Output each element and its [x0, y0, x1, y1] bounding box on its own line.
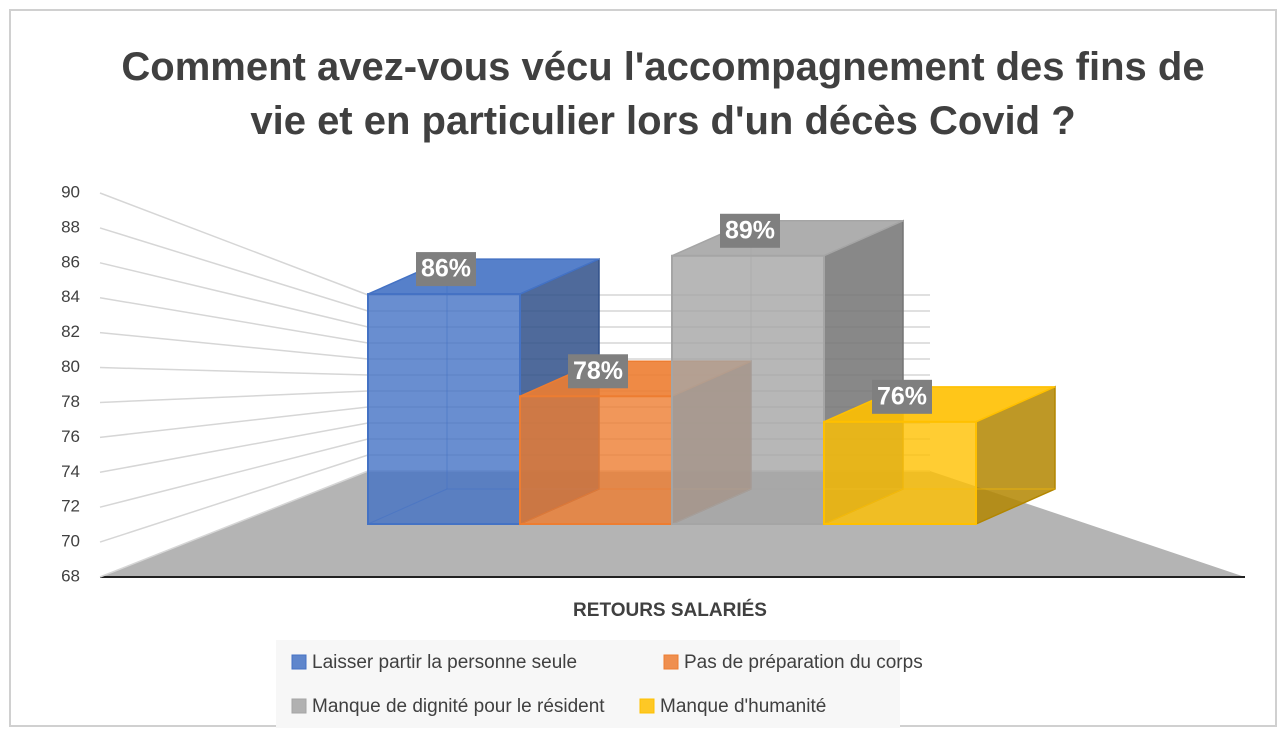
grid-line	[99, 331, 369, 360]
bar	[671, 254, 825, 525]
data-label: 86%	[421, 255, 471, 283]
grid-line	[99, 470, 369, 578]
grid-line	[99, 262, 369, 328]
grid-line	[99, 406, 369, 439]
y-tick-label: 78	[61, 392, 80, 411]
data-label-box	[568, 354, 628, 389]
grid-line	[99, 296, 369, 344]
bar	[519, 395, 673, 526]
data-label-box	[720, 213, 780, 248]
y-tick-label: 76	[61, 427, 80, 446]
grid-line	[99, 366, 369, 376]
bar-back-edge	[671, 488, 752, 525]
bar	[823, 420, 977, 525]
data-label: 78%	[573, 357, 623, 385]
legend-swatch	[291, 654, 307, 670]
bar-back-edge	[367, 488, 448, 525]
legend-label: Manque d'humanité	[660, 696, 826, 717]
grid-line	[99, 438, 369, 508]
y-tick-label: 80	[61, 357, 80, 376]
bar	[367, 293, 521, 525]
data-label: 76%	[877, 382, 927, 410]
bar-back-edge	[823, 488, 904, 525]
y-tick-label: 72	[61, 497, 80, 516]
legend-label: Laisser partir la personne seule	[312, 652, 577, 673]
legend-swatch	[663, 654, 679, 670]
y-tick-label: 82	[61, 322, 80, 341]
y-tick-label: 90	[61, 182, 80, 201]
y-tick-label: 68	[61, 566, 80, 585]
legend-box	[276, 640, 900, 728]
data-label: 89%	[725, 216, 775, 244]
grid-line	[99, 454, 369, 543]
y-tick-label: 74	[61, 462, 80, 481]
grid-line	[99, 227, 369, 312]
legend-label: Manque de dignité pour le résident	[312, 696, 605, 717]
data-label-box	[872, 379, 932, 414]
grid-line	[99, 390, 369, 404]
y-tick-label: 86	[61, 252, 80, 271]
legend-swatch	[291, 698, 307, 714]
y-tick-label: 84	[61, 287, 80, 306]
grid-line	[99, 192, 369, 296]
chart-title: Comment avez-vous vécu l'accompagnement …	[121, 45, 1205, 143]
grid-line	[99, 422, 369, 474]
legend-label: Pas de préparation du corps	[684, 652, 923, 673]
data-label-box	[416, 252, 476, 287]
x-axis-label: RETOURS SALARIÉS	[573, 599, 767, 621]
y-tick-label: 70	[61, 532, 80, 551]
legend-swatch	[639, 698, 655, 714]
bar-back-edge	[519, 488, 600, 525]
y-tick-label: 88	[61, 217, 80, 236]
